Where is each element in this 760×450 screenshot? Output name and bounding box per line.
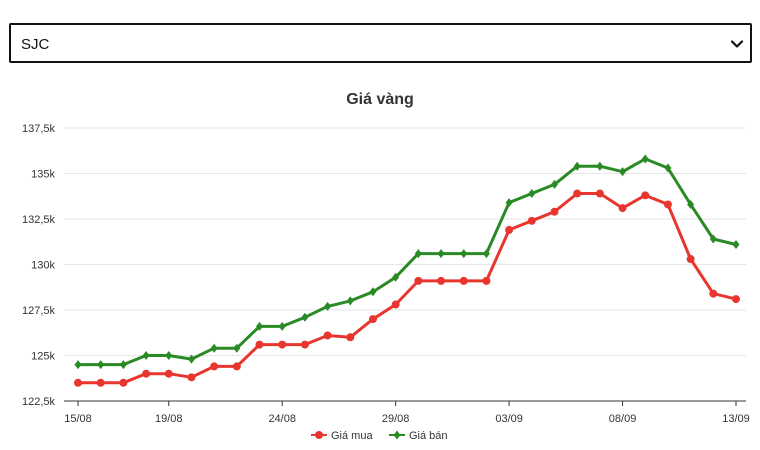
data-point-sell [414, 249, 422, 259]
legend-marker-sell [393, 430, 401, 440]
data-point-sell [97, 360, 105, 370]
legend-label-2: Giá bán [409, 430, 448, 442]
y-tick-label: 135k [31, 169, 55, 181]
data-point-sell [142, 351, 150, 360]
data-point-sell [301, 312, 309, 322]
data-point-sell [482, 249, 490, 259]
x-tick-label: 29/08 [382, 413, 410, 425]
data-point-buy [550, 207, 559, 216]
data-point-buy [164, 369, 173, 378]
y-tick-label: 130k [31, 260, 55, 272]
data-point-buy [732, 295, 740, 304]
y-tick-label: 132,5k [22, 214, 56, 226]
data-point-buy [573, 189, 582, 198]
x-tick-label: 15/08 [64, 413, 92, 425]
x-tick-label: 03/09 [495, 413, 523, 425]
gold-type-select-value: SJC [21, 36, 50, 53]
data-point-buy [96, 378, 105, 387]
data-point-buy [142, 369, 151, 378]
data-point-buy [686, 255, 695, 264]
data-point-sell [233, 343, 241, 353]
data-point-buy [187, 373, 196, 382]
data-point-buy [391, 300, 400, 309]
data-point-buy [527, 216, 536, 225]
y-tick-label: 127,5k [22, 305, 56, 317]
chart-title: Giá vàng [346, 91, 414, 108]
legend-label-1: Giá mua [331, 430, 373, 442]
data-point-buy [119, 378, 128, 387]
series-line-2 [78, 157, 737, 367]
data-point-buy [300, 340, 309, 349]
data-point-buy [663, 200, 672, 209]
data-point-buy [414, 276, 423, 285]
data-point-buy [346, 333, 355, 342]
data-point-sell [256, 321, 264, 331]
data-point-sell [573, 161, 581, 171]
data-point-buy [437, 276, 446, 285]
data-point-buy [505, 225, 514, 234]
data-point-buy [595, 189, 604, 198]
data-point-sell [165, 351, 173, 360]
data-point-buy [459, 276, 468, 285]
data-point-buy [323, 331, 332, 340]
data-point-sell [664, 163, 672, 173]
data-point-buy [232, 362, 241, 371]
data-point-buy [210, 362, 219, 371]
data-point-sell [187, 354, 195, 364]
y-tick-label: 125k [31, 351, 55, 363]
x-tick-label: 19/08 [155, 413, 183, 425]
x-tick-label: 08/09 [609, 413, 637, 425]
data-point-sell [437, 249, 445, 259]
data-point-sell [550, 179, 558, 189]
data-point-sell [709, 234, 717, 244]
y-tick-label: 122,5k [22, 396, 56, 408]
gold-price-chart: Giá vàng 122,5k 125k 127,5k 130k 132,5k 135k 13… [22, 91, 750, 442]
data-point-buy [482, 276, 491, 285]
y-tick-label: 137,5k [22, 123, 56, 135]
data-point-sell [74, 360, 82, 370]
x-tick-label: 24/08 [268, 413, 296, 425]
legend-marker-buy [315, 431, 323, 439]
data-point-sell [596, 161, 604, 171]
data-point-sell [119, 360, 127, 370]
data-point-buy [641, 191, 650, 200]
gold-type-select[interactable]: SJC [9, 23, 752, 63]
data-point-sell [460, 249, 468, 259]
data-point-sell [687, 199, 695, 209]
data-point-buy [74, 378, 82, 387]
chevron-down-icon [730, 40, 744, 48]
data-point-buy [278, 340, 287, 349]
series-line-1 [78, 192, 737, 385]
data-point-buy [618, 204, 627, 213]
data-point-sell [324, 301, 332, 311]
data-point-sell [369, 287, 377, 297]
data-point-sell [278, 321, 286, 331]
data-point-sell [619, 167, 627, 177]
data-point-sell [505, 198, 513, 208]
data-point-buy [255, 340, 264, 349]
data-point-buy [709, 289, 718, 298]
x-tick-label: 13/09 [722, 413, 750, 425]
data-point-sell [346, 296, 354, 306]
data-point-sell [528, 189, 536, 199]
data-point-sell [732, 239, 740, 249]
data-point-sell [641, 154, 649, 164]
data-point-sell [392, 272, 400, 282]
data-point-sell [210, 343, 218, 353]
data-point-buy [368, 315, 377, 324]
